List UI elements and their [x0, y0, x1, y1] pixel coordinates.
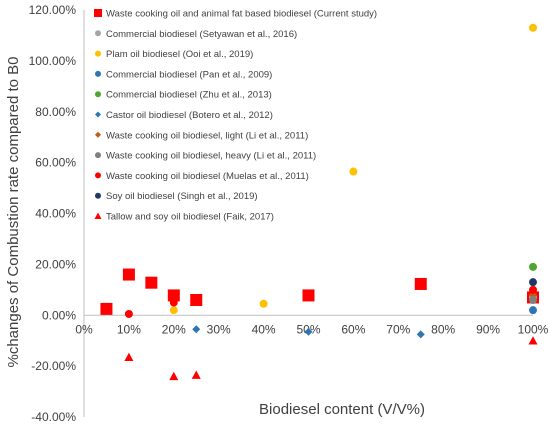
data-point — [528, 336, 538, 345]
legend-entry-label: Waste cooking oil biodiesel, light (Li e… — [106, 130, 308, 141]
data-point — [124, 309, 133, 318]
data-point — [349, 167, 358, 176]
legend-marker — [94, 212, 102, 219]
data-point — [167, 289, 180, 302]
data-point — [124, 352, 134, 362]
data-point — [122, 268, 135, 281]
legend-entry-label: Tallow and soy oil biodiesel (Faik, 2017… — [106, 212, 274, 223]
legend-marker — [95, 70, 101, 77]
data-point — [529, 306, 537, 315]
legend-marker — [94, 9, 102, 17]
legend-entry-label: Waste cooking oil biodiesel, heavy (Li e… — [106, 151, 316, 162]
x-tick-label: 0% — [75, 322, 93, 336]
legend-entry-label: Castor oil biodiesel (Botero et al., 201… — [106, 110, 273, 121]
data-point — [169, 306, 178, 315]
x-tick-label: 80% — [431, 322, 455, 336]
legend-marker — [95, 91, 101, 98]
x-axis-label: Biodiesel content (V/V%) — [259, 401, 425, 418]
legend-marker — [95, 152, 101, 159]
x-tick-label: 40% — [252, 322, 276, 336]
data-point — [192, 325, 201, 334]
y-tick-label: 20.00% — [35, 257, 76, 271]
data-point — [414, 277, 427, 290]
data-point — [302, 289, 315, 302]
data-point — [100, 302, 113, 315]
x-tick-label: 20% — [162, 322, 186, 336]
x-tick-label: 100% — [518, 322, 549, 336]
x-tick-label: 90% — [476, 322, 500, 336]
legend-marker — [95, 111, 101, 118]
legend-entry-label: Commercial biodiesel (Setyawan et al., 2… — [106, 29, 297, 40]
y-tick-label: 40.00% — [35, 207, 76, 221]
y-tick-label: 80.00% — [35, 105, 76, 119]
y-tick-label: 120.00% — [29, 3, 77, 17]
legend-entry-label: Waste cooking oil biodiesel (Muelas et a… — [106, 171, 309, 182]
legend-entry-label: Soy oil biodiesel (Singh et al., 2019) — [106, 191, 258, 202]
legend-entry-label: Waste cooking oil and animal fat based b… — [106, 9, 377, 20]
data-point — [259, 299, 268, 308]
data-point — [191, 370, 201, 379]
data-point — [529, 262, 537, 271]
y-tick-label: 0.00% — [42, 308, 76, 322]
legend-marker — [95, 131, 101, 138]
legend-entry-label: Commercial biodiesel (Pan et al., 2009) — [106, 69, 272, 80]
data-point — [145, 276, 158, 289]
legend-marker — [95, 50, 101, 57]
x-tick-label: 10% — [117, 322, 141, 336]
y-axis-label: %changes of Combustion rate compared to … — [5, 56, 22, 367]
data-point — [529, 23, 537, 32]
legend-entry-label: Plam oil biodiesel (Ooi et al., 2019) — [106, 49, 253, 60]
data-point — [529, 295, 537, 304]
legend-marker — [95, 172, 101, 179]
x-tick-label: 60% — [341, 322, 365, 336]
data-point — [190, 293, 203, 306]
legend-marker — [95, 30, 101, 37]
x-tick-label: 30% — [207, 322, 231, 336]
data-point — [416, 330, 425, 339]
y-tick-label: 100.00% — [29, 54, 77, 68]
data-point — [304, 327, 313, 336]
legend-marker — [95, 192, 101, 199]
data-point — [529, 278, 537, 287]
y-tick-label: -20.00% — [31, 359, 76, 373]
y-tick-label: 60.00% — [35, 156, 76, 170]
legend-entry-label: Commercial biodiesel (Zhu et al., 2013) — [106, 90, 272, 101]
y-tick-label: -40.00% — [31, 410, 76, 424]
data-point — [169, 298, 178, 307]
x-tick-label: 70% — [386, 322, 410, 336]
data-point — [169, 371, 179, 381]
data-point — [529, 285, 537, 294]
